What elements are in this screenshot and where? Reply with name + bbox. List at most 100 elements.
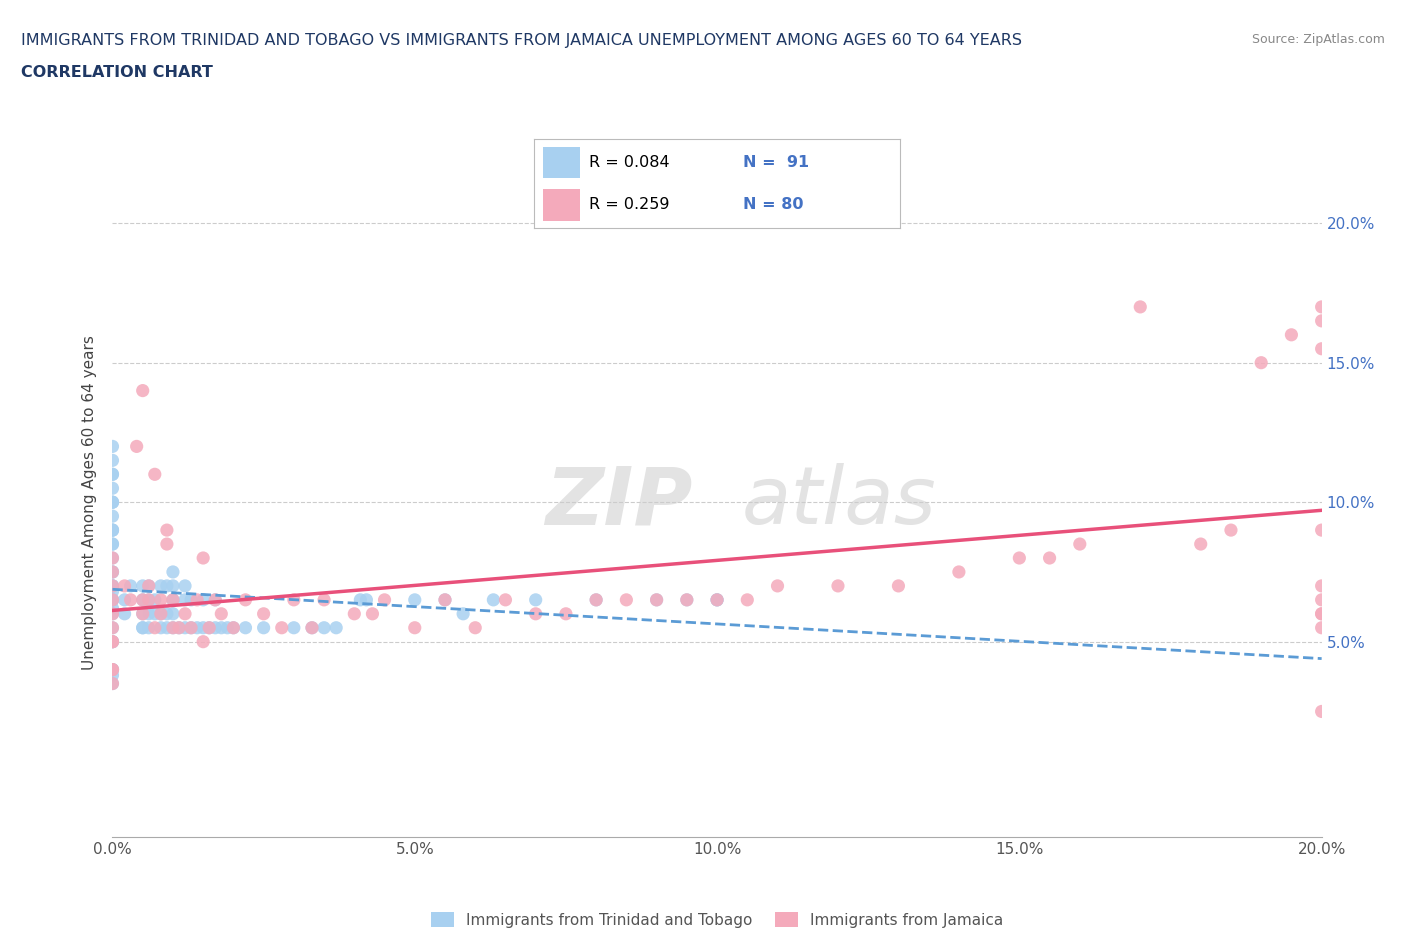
Point [101,565,124,579]
Point [149,606,172,621]
Point [1310,341,1333,356]
Point [1220,523,1243,538]
Point [645,592,668,607]
Point [1279,327,1302,342]
Point [235,592,257,607]
Point [186,592,208,607]
Point [101,584,124,599]
Point [101,662,124,677]
Point [125,439,148,454]
Point [301,620,323,635]
Text: Source: ZipAtlas.com: Source: ZipAtlas.com [1251,33,1385,46]
Point [1008,551,1031,565]
Point [156,537,179,551]
Point [1310,620,1333,635]
Point [101,592,124,607]
Point [554,606,576,621]
Point [180,620,202,635]
FancyBboxPatch shape [543,189,581,220]
Point [101,592,124,607]
Point [101,537,124,551]
Point [283,620,305,635]
Text: IMMIGRANTS FROM TRINIDAD AND TOBAGO VS IMMIGRANTS FROM JAMAICA UNEMPLOYMENT AMON: IMMIGRANTS FROM TRINIDAD AND TOBAGO VS I… [21,33,1022,47]
Point [706,592,728,607]
Point [101,578,124,593]
Point [101,481,124,496]
Point [1038,551,1062,565]
Point [138,578,160,593]
Point [180,592,202,607]
Point [101,620,124,635]
Point [101,537,124,551]
Point [464,620,486,635]
Point [101,509,124,524]
Point [1310,606,1333,621]
Point [827,578,849,593]
Point [301,620,323,635]
Text: R = 0.259: R = 0.259 [589,197,669,212]
Point [101,578,124,593]
Point [143,606,166,621]
Point [132,592,155,607]
Point [101,523,124,538]
Point [616,592,638,607]
Point [253,620,276,635]
Point [706,592,728,607]
Point [180,620,202,635]
Point [191,620,214,635]
Point [167,620,190,635]
Point [1310,592,1333,607]
Point [217,620,239,635]
Point [156,606,179,621]
Point [524,592,547,607]
Point [101,592,124,607]
Point [101,634,124,649]
Point [138,620,160,635]
Point [101,439,124,454]
Point [222,620,245,635]
Point [143,467,166,482]
Point [191,592,214,607]
Point [1189,537,1212,551]
Point [209,620,232,635]
Point [162,592,184,607]
Point [404,592,426,607]
Point [174,592,197,607]
Point [198,620,221,635]
Point [101,523,124,538]
Text: atlas: atlas [741,463,936,541]
Point [149,578,172,593]
Point [101,601,124,616]
Point [1310,313,1333,328]
Point [495,592,517,607]
Point [1310,523,1333,538]
Point [1310,704,1333,719]
Point [1069,537,1091,551]
Text: N =  91: N = 91 [742,155,808,170]
Point [101,565,124,579]
Point [174,620,197,635]
Point [120,592,142,607]
Point [101,467,124,482]
Point [162,620,184,635]
Point [138,578,160,593]
Point [101,676,124,691]
Point [253,606,276,621]
Point [167,620,190,635]
Point [343,606,366,621]
Point [174,606,197,621]
Point [101,495,124,510]
Point [156,523,179,538]
Point [204,592,226,607]
Point [1129,299,1152,314]
Point [235,620,257,635]
Point [101,592,124,607]
Point [766,578,789,593]
Point [101,565,124,579]
Point [101,606,124,621]
Point [433,592,456,607]
Point [887,578,910,593]
Point [143,620,166,635]
Point [101,495,124,510]
Point [143,592,166,607]
